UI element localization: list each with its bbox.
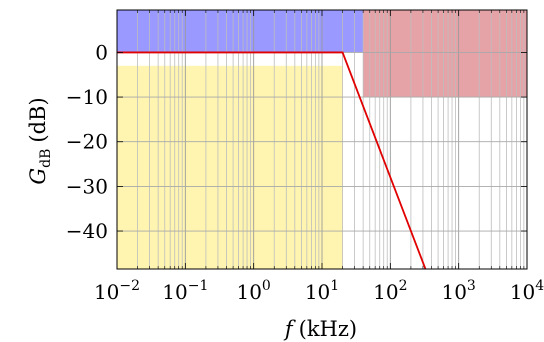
y-tick-label: 0 <box>95 40 108 64</box>
x-tick-label: 10−1 <box>162 278 208 304</box>
x-tick-label: 104 <box>510 278 544 304</box>
shaded-region-2 <box>363 10 527 98</box>
shaded-region-1 <box>117 10 364 53</box>
x-tick-label: 101 <box>305 278 339 304</box>
y-tick-label: −20 <box>66 130 108 154</box>
y-tick-labels: 0 −10 −20 −30 −40 <box>66 40 108 243</box>
y-tick-label: −40 <box>66 219 108 243</box>
series-layer <box>117 51 427 269</box>
series-line-1 <box>117 51 427 269</box>
x-tick-label: 102 <box>373 278 407 304</box>
x-tick-label: 100 <box>236 278 270 304</box>
tick-marks <box>116 10 528 269</box>
y-tick-label: −30 <box>66 174 108 198</box>
x-tick-label: 103 <box>441 278 475 304</box>
y-axis-label: GdB(dB) <box>26 97 54 184</box>
x-axis-label: f (kHz) <box>283 317 357 341</box>
shaded-region-3 <box>117 65 343 269</box>
x-tick-label: 10−2 <box>94 278 140 304</box>
y-tick-label: −10 <box>66 85 108 109</box>
x-tick-labels: 10−2 10−1 100 101 102 103 104 <box>94 278 544 304</box>
